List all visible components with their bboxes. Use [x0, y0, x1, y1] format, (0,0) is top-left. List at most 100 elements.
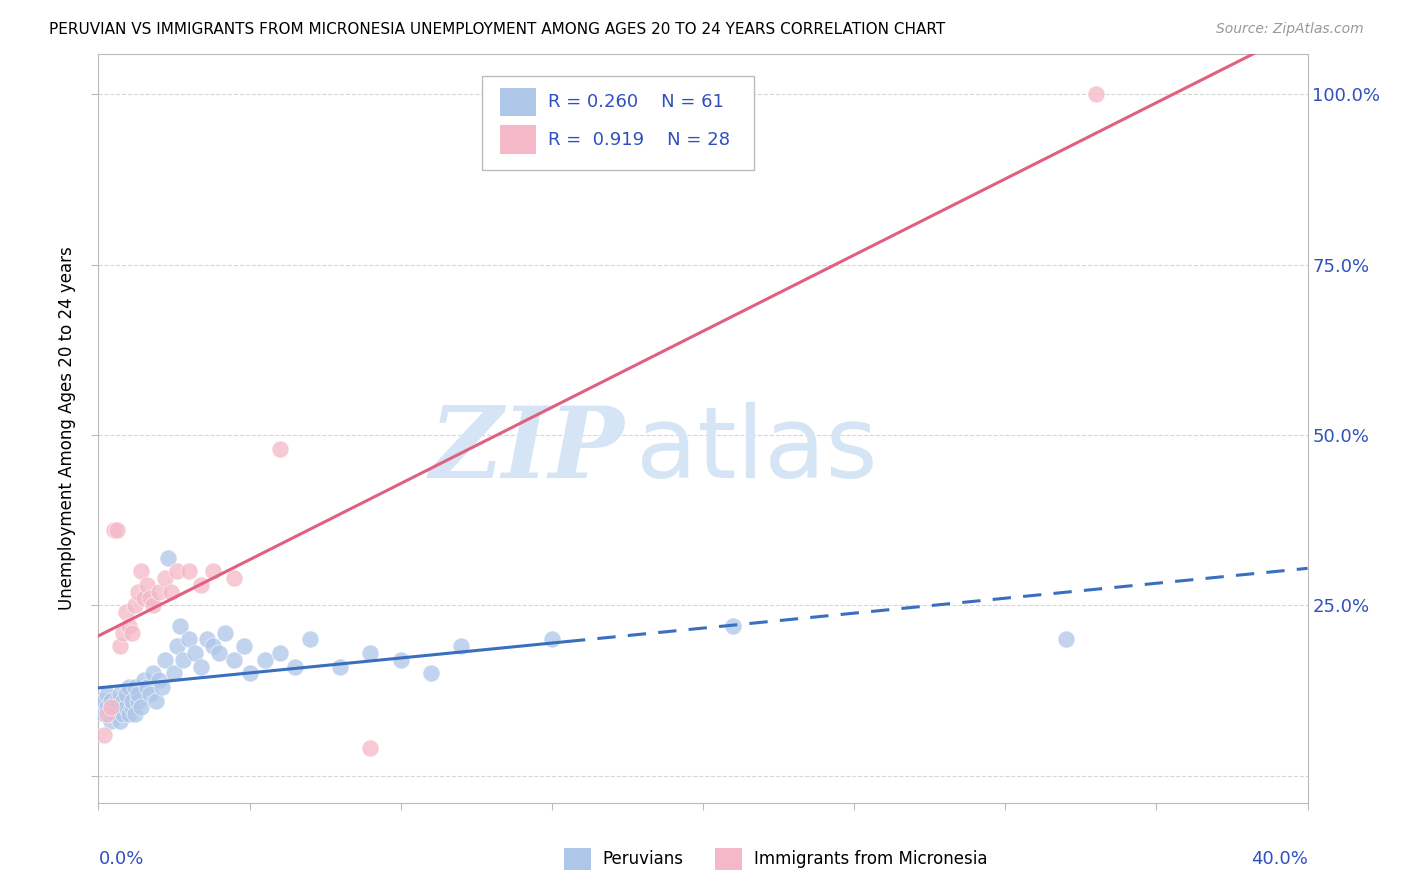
Point — [132, 591, 155, 606]
Point — [253, 653, 276, 667]
FancyBboxPatch shape — [501, 126, 536, 154]
Point — [163, 666, 186, 681]
Point — [129, 564, 152, 578]
Point — [100, 700, 122, 714]
Point — [121, 693, 143, 707]
Text: ZIP: ZIP — [429, 402, 624, 499]
Point — [179, 632, 201, 647]
Text: R = 0.260    N = 61: R = 0.260 N = 61 — [548, 94, 724, 112]
Point — [208, 646, 231, 660]
Point — [100, 714, 122, 728]
Point — [1085, 87, 1108, 102]
FancyBboxPatch shape — [716, 847, 742, 871]
Point — [93, 728, 115, 742]
Point — [135, 578, 157, 592]
Point — [139, 687, 162, 701]
Point — [121, 700, 143, 714]
Point — [214, 625, 236, 640]
FancyBboxPatch shape — [482, 76, 754, 169]
Point — [224, 653, 246, 667]
Text: Peruvians: Peruvians — [603, 850, 683, 868]
Point — [118, 680, 141, 694]
Point — [90, 700, 112, 714]
Point — [124, 680, 146, 694]
Point — [127, 584, 149, 599]
Point — [111, 707, 134, 722]
Point — [118, 618, 141, 632]
Point — [269, 442, 291, 456]
Point — [239, 666, 262, 681]
Point — [184, 646, 207, 660]
Point — [96, 707, 118, 722]
Point — [108, 687, 131, 701]
Point — [111, 625, 134, 640]
Text: atlas: atlas — [637, 402, 879, 500]
Point — [114, 700, 136, 714]
Point — [150, 680, 173, 694]
Point — [124, 707, 146, 722]
Point — [108, 714, 131, 728]
Point — [166, 639, 188, 653]
FancyBboxPatch shape — [501, 88, 536, 117]
Point — [96, 687, 118, 701]
Point — [202, 564, 225, 578]
Point — [105, 524, 128, 538]
Point — [118, 707, 141, 722]
Point — [166, 564, 188, 578]
Point — [723, 618, 745, 632]
Point — [153, 571, 176, 585]
Point — [129, 700, 152, 714]
Point — [172, 653, 194, 667]
Point — [108, 639, 131, 653]
Text: 40.0%: 40.0% — [1251, 850, 1308, 868]
Point — [190, 659, 212, 673]
Point — [105, 693, 128, 707]
Point — [224, 571, 246, 585]
Point — [190, 578, 212, 592]
FancyBboxPatch shape — [564, 847, 591, 871]
Point — [135, 680, 157, 694]
Point — [540, 632, 562, 647]
Point — [195, 632, 218, 647]
Point — [269, 646, 291, 660]
Point — [111, 693, 134, 707]
Text: Source: ZipAtlas.com: Source: ZipAtlas.com — [1216, 22, 1364, 37]
Point — [105, 700, 128, 714]
Point — [127, 687, 149, 701]
Point — [148, 673, 170, 688]
Point — [232, 639, 254, 653]
Point — [93, 693, 115, 707]
Text: 0.0%: 0.0% — [98, 850, 143, 868]
Point — [148, 584, 170, 599]
Point — [145, 693, 167, 707]
Point — [284, 659, 307, 673]
Point — [114, 687, 136, 701]
Point — [360, 741, 382, 756]
Point — [420, 666, 443, 681]
Point — [142, 666, 165, 681]
Point — [329, 659, 352, 673]
Y-axis label: Unemployment Among Ages 20 to 24 years: Unemployment Among Ages 20 to 24 years — [58, 246, 76, 610]
Point — [100, 693, 122, 707]
Point — [389, 653, 412, 667]
Point — [139, 591, 162, 606]
Point — [360, 646, 382, 660]
Point — [127, 693, 149, 707]
Text: PERUVIAN VS IMMIGRANTS FROM MICRONESIA UNEMPLOYMENT AMONG AGES 20 TO 24 YEARS CO: PERUVIAN VS IMMIGRANTS FROM MICRONESIA U… — [49, 22, 945, 37]
Point — [103, 524, 125, 538]
Point — [124, 599, 146, 613]
Point — [179, 564, 201, 578]
Point — [156, 550, 179, 565]
Point — [202, 639, 225, 653]
Text: R =  0.919    N = 28: R = 0.919 N = 28 — [548, 131, 730, 149]
Text: Immigrants from Micronesia: Immigrants from Micronesia — [754, 850, 987, 868]
Point — [132, 673, 155, 688]
Point — [450, 639, 472, 653]
Point — [114, 605, 136, 619]
Point — [169, 618, 191, 632]
Point — [103, 700, 125, 714]
Point — [153, 653, 176, 667]
Point — [160, 584, 183, 599]
Point — [121, 625, 143, 640]
Point — [93, 707, 115, 722]
